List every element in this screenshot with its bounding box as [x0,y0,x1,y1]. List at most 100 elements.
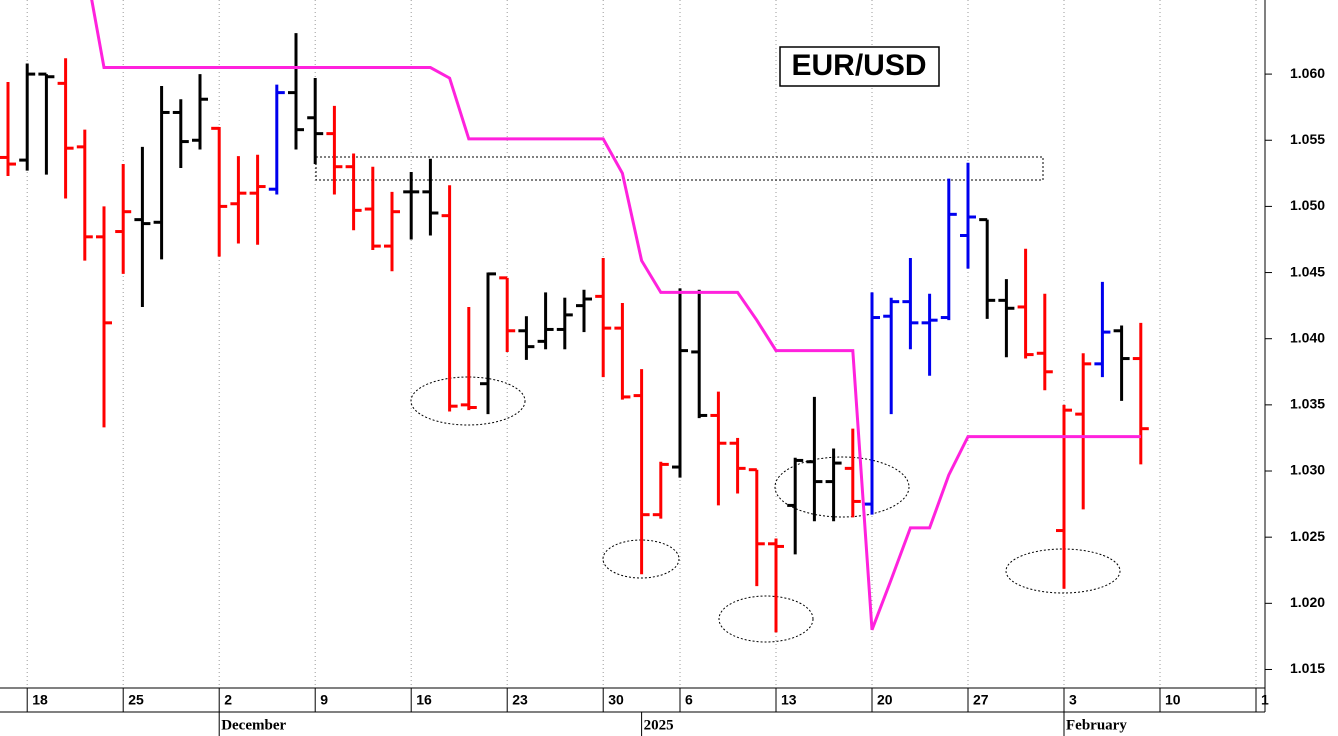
x-tick-label: 23 [512,692,528,708]
ohlc-bar [460,306,477,411]
ohlc-bar [633,369,650,575]
y-tick-label: 1.060 [1290,65,1325,81]
x-tick-label: 27 [973,692,989,708]
month-label: December [221,717,286,733]
ohlc-bar [960,162,976,269]
ohlc-bar [979,218,996,319]
month-label: February [1066,717,1127,733]
ohlc-bar [326,105,343,195]
ohlc-bar [57,58,74,199]
ohlc-bar [729,437,746,494]
ohlc-bar [115,164,132,274]
ohlc-bar [307,78,324,165]
y-tick-label: 1.045 [1290,263,1325,279]
ohlc-bar [998,279,1015,358]
axes: 1.015 1.020 1.025 1.030 1.035 1.040 1.045 1.050… [26,65,1325,736]
bars [0,33,1149,633]
ohlc-bar [1036,293,1053,391]
y-tick-label: 1.030 [1290,462,1325,478]
x-tick-label: 30 [608,692,624,708]
x-tick-label: 6 [685,692,693,708]
ohlc-bar [748,468,765,587]
ohlc-bar [672,288,688,478]
ohlc-bar [1017,248,1034,359]
ohlc-bar [864,292,880,515]
x-tick-label: 3 [1069,692,1077,708]
y-tick-label: 1.040 [1290,329,1325,345]
x-tick-label: 10 [1165,692,1181,708]
ohlc-bar [192,74,208,150]
ohlc-bar [403,172,420,240]
ohlc-bar [614,302,631,400]
ohlc-bar [1075,353,1092,510]
title-box [779,46,940,87]
x-tick-label: 16 [416,692,432,708]
ohlc-bar [921,293,938,376]
x-tick-label: 25 [128,692,144,708]
ohlc-bar [902,258,919,350]
ohlc-bar [480,272,496,415]
ohlc-bar [710,391,727,506]
ohlc-bar [0,82,16,176]
ohlc-bar [422,158,439,236]
ohlc-bar [1113,325,1130,401]
x-tick-label: 13 [781,692,797,708]
ohlc-bar [153,86,170,260]
ohlc-bar [211,126,228,257]
y-tick-label: 1.025 [1290,528,1325,544]
ohlc-bar [768,538,784,633]
ohlc-bar [76,129,93,261]
ohlc-bar [576,289,592,333]
ohlc-bar [96,206,112,428]
x-tick-label: 20 [877,692,893,708]
ohlc-bar [134,146,151,307]
y-tick-label: 1.015 [1290,660,1325,676]
month-label: 2025 [644,717,674,733]
y-tick-label: 1.050 [1290,197,1325,213]
ohlc-bar [230,156,247,244]
ohlc-bar [249,154,266,245]
chart-title: EUR/USD [791,49,926,82]
ellipse [718,595,814,643]
ohlc-bar [1132,322,1149,465]
y-tick-label: 1.055 [1290,131,1325,147]
x-tick-label: 2 [224,692,232,708]
ohlc-bar [19,63,36,171]
y-tick-label: 1.035 [1290,396,1325,412]
ohlc-bar [556,297,573,350]
annotations [410,376,1121,643]
ohlc-bar [787,457,804,555]
ohlc-bar [652,461,669,519]
ellipse [1005,548,1121,594]
ellipse [774,456,910,518]
ohlc-bar [364,166,381,251]
overlay [90,0,1141,631]
ohlc-bar [940,178,957,321]
resistance-zone [315,156,1044,181]
ohlc-bar [268,84,285,195]
ohlc-bar [38,72,55,175]
ohlc-bar [537,292,554,350]
ohlc-bar [595,258,612,378]
x-tick-label: 1 [1261,692,1269,708]
ohlc-bar [499,276,516,352]
ohlc-bar [172,99,189,169]
ohlc-bar [288,33,304,150]
ohlc-bar [883,297,900,415]
ohlc-bar [441,185,458,412]
ohlc-bar [518,316,535,360]
ohlc-bar [844,428,861,518]
ohlc-bar [825,448,842,522]
ohlc-bar [1094,281,1111,378]
ellipse [410,376,526,426]
ohlc-bar [806,396,823,522]
x-tick-label: 18 [32,692,48,708]
ohlc-bar [384,191,400,272]
overlay-line [90,0,1141,631]
ohlc-bar [691,289,708,419]
y-tick-label: 1.020 [1290,594,1325,610]
ohlc-bar [345,153,362,231]
x-tick-label: 9 [320,692,328,708]
